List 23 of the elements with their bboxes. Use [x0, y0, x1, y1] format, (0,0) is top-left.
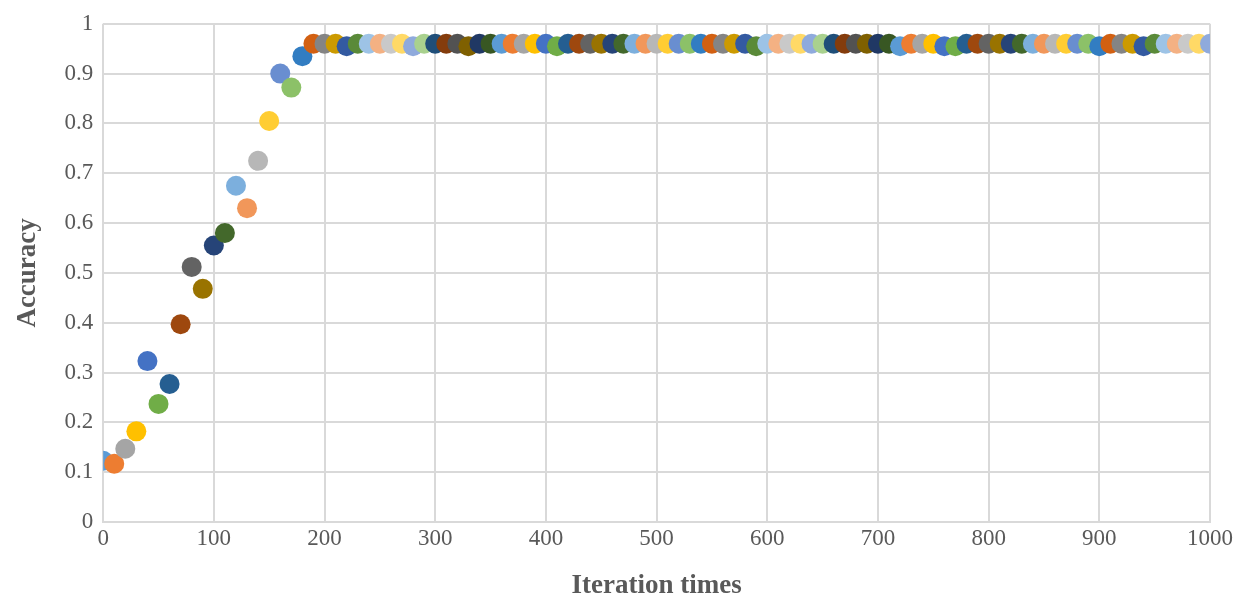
y-tick-label: 0.9	[64, 59, 94, 85]
y-tick-label: 0.5	[64, 258, 94, 284]
x-tick-label: 300	[417, 524, 453, 550]
y-tick-label: 1	[81, 9, 94, 35]
y-axis-title: Accuracy	[11, 217, 42, 328]
y-tick-label: 0.4	[64, 308, 94, 334]
x-tick-label: 1000	[1187, 524, 1233, 550]
y-tick-label: 0.6	[64, 209, 94, 235]
x-tick-label: 800	[971, 524, 1006, 550]
x-tick-label: 400	[528, 524, 564, 550]
x-tick-label: 900	[1082, 524, 1117, 550]
y-tick-label: 0.3	[64, 358, 94, 384]
x-tick-label: 500	[639, 524, 674, 550]
y-tick-label: 0	[81, 508, 94, 534]
x-tick-label: 600	[750, 524, 785, 550]
y-tick-label: 0.8	[64, 109, 94, 135]
y-tick-label: 0.2	[64, 408, 94, 434]
x-tick-label: 100	[196, 524, 232, 550]
y-tick-label: 0.7	[64, 159, 94, 185]
x-axis-title: Iteration times	[571, 568, 742, 599]
x-tick-label: 700	[860, 524, 896, 550]
x-tick-label: 200	[307, 524, 342, 550]
y-tick-label: 0.1	[64, 458, 94, 484]
